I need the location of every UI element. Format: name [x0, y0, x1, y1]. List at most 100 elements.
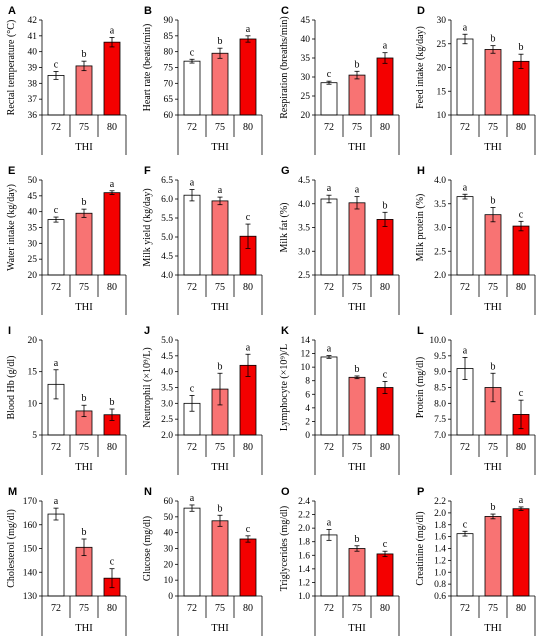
panel-j-x-tick-label: 72	[187, 442, 197, 453]
panel-p-y-tick-label: 1.4	[434, 545, 446, 555]
panel-i-sig-letter: b	[110, 397, 115, 408]
panel-n-y-axis-label: Glucose (mg/dl)	[142, 516, 153, 581]
panel-l-y-tick-label: 8.0	[434, 399, 446, 409]
panel-n-bar-75	[211, 520, 229, 597]
panel-o-y-tick-label: 1.4	[298, 565, 310, 575]
panel-l-x-tick-label: 72	[460, 442, 470, 453]
panel-a-y-tick-label: 41	[28, 32, 38, 42]
panel-f-bar-72	[183, 194, 201, 276]
panel-a-bar-75	[75, 65, 93, 116]
panel-f-sig-letter: a	[190, 178, 195, 189]
panel-e-bar-72	[47, 219, 65, 276]
panel-e-x-tick-label: 72	[51, 282, 61, 293]
panel-o-y-tick-label: 1.8	[298, 538, 310, 548]
panel-i-sig-letter: b	[82, 393, 87, 404]
panel-b-y-tick-label: 80	[164, 48, 174, 58]
panel-i-y-tick-label: 5	[32, 431, 37, 441]
panel-m-bar-72	[47, 513, 65, 597]
panel-m-y-tick-label: 140	[23, 568, 38, 578]
panel-g-bar-80	[376, 219, 394, 276]
panel-g-y-tick-label: 3.0	[298, 247, 310, 257]
panel-e-sig-letter: a	[110, 179, 115, 190]
panel-f-x-tick-label: 72	[187, 282, 197, 293]
panel-c-y-axis-label: Respiration (breaths/min)	[279, 16, 290, 118]
panel-m-x-tick-label: 80	[107, 603, 117, 614]
panel-a-chart: A 36 37 38 39 40 41 42 Rectal temperature (°C) c b…	[6, 5, 127, 155]
panel-i-y-tick-label: 20	[28, 336, 38, 346]
panel-i-x-tick-label: 75	[79, 442, 89, 453]
panel-j-y-tick-label: 3.0	[161, 399, 173, 409]
panel-c-bar-80	[376, 57, 394, 116]
panel-k-bar-80	[376, 387, 394, 436]
panel-h-x-tick-label: 80	[516, 282, 526, 293]
panel-p-bar-75	[484, 516, 502, 597]
panel-f-sig-letter: c	[246, 212, 251, 223]
panel-n-x-axis-label: THI	[211, 623, 229, 634]
panel-a-y-tick-label: 36	[28, 111, 38, 121]
panel-b-sig-letter: b	[218, 36, 223, 47]
panel-a-y-tick-label: 39	[28, 64, 38, 74]
panel-b-bar-75	[211, 52, 229, 116]
panel-a-sig-letter: b	[82, 49, 87, 60]
panel-j-y-tick-label: 5.0	[161, 336, 173, 346]
panel-a-letter: A	[8, 5, 16, 17]
panel-f-y-tick-label: 6.0	[161, 195, 173, 205]
panel-p-x-tick-label: 80	[516, 603, 526, 614]
panel-f-bar-75	[211, 200, 229, 276]
panel-e-y-axis-label: Water intake (kg/day)	[6, 184, 17, 271]
panel-k-y-tick-label: 0	[305, 431, 310, 441]
panel-d-bar-80	[512, 60, 530, 116]
panel-g-letter: G	[281, 165, 290, 177]
panel-g-sig-letter: a	[327, 183, 332, 194]
panel-b-y-tick-label: 65	[164, 95, 174, 105]
panel-b-y-axis-label: Heart rate (beats/min)	[142, 24, 153, 112]
panel-f-y-tick-label: 6.5	[161, 176, 173, 186]
panel-e-letter: E	[8, 165, 15, 177]
panel-j-y-axis-label: Neutrophil (×10⁹/L)	[142, 347, 153, 428]
panel-n-chart: N 0 10 20 30 40 50 60 Glucose (mg/dl) a b c 72 75 80 TH…	[142, 486, 263, 636]
panel-b-x-tick-label: 80	[243, 122, 253, 133]
panel-e-sig-letter: b	[82, 197, 87, 208]
panel-n-letter: N	[144, 486, 152, 498]
panel-p-y-axis-label: Creatinine (mg/dl)	[415, 511, 426, 585]
panel-h-chart: H 2.0 2.5 3.0 3.5 4.0 Milk protein (%) a b c 72 75 8…	[415, 165, 536, 315]
panel-p-y-tick-label: 1.6	[434, 533, 446, 543]
panel-e-y-tick-label: 50	[28, 176, 38, 186]
panel-h-y-tick-label: 4.0	[434, 176, 446, 186]
panel-p-y-tick-label: 0.6	[434, 592, 446, 602]
panel-o-x-tick-label: 80	[380, 603, 390, 614]
panel-l-y-tick-label: 8.5	[434, 384, 446, 394]
panel-f-y-tick-label: 4.5	[161, 252, 173, 262]
panel-d-x-tick-label: 75	[488, 122, 498, 133]
panel-i-x-tick-label: 80	[107, 442, 117, 453]
panel-p-bar-80	[512, 508, 530, 597]
panel-h-x-axis-label: THI	[484, 302, 502, 313]
panel-g-sig-letter: a	[355, 185, 360, 196]
panel-n-y-tick-label: 40	[164, 529, 174, 539]
panel-b-y-tick-label: 75	[164, 64, 174, 74]
panel-c-x-tick-label: 72	[324, 122, 334, 133]
panel-a-y-tick-label: 38	[28, 79, 38, 89]
panel-g-y-tick-label: 4.5	[298, 176, 310, 186]
panel-n-y-tick-label: 10	[164, 576, 174, 586]
panel-o-bar-72	[320, 534, 338, 597]
panel-m-sig-letter: a	[54, 496, 59, 507]
panel-e-chart: E 20 25 30 35 40 45 50 Water intake (kg/day) c b a 7…	[6, 165, 127, 315]
panel-h-y-tick-label: 3.0	[434, 224, 446, 234]
panel-g-y-tick-label: 4.0	[298, 200, 310, 210]
panel-p-y-tick-label: 1.2	[434, 556, 446, 566]
panel-b-y-tick-label: 85	[164, 32, 174, 42]
panel-g-y-tick-label: 2.5	[298, 271, 310, 281]
panel-g-x-tick-label: 75	[352, 282, 362, 293]
panel-b-sig-letter: c	[190, 47, 195, 58]
panel-e-y-tick-label: 20	[28, 271, 38, 281]
panel-f-x-axis-label: THI	[211, 302, 229, 313]
panel-d-sig-letter: a	[463, 22, 468, 33]
panel-b-chart: B 60 65 70 75 80 85 90 Heart rate (beats/min) c b a…	[142, 5, 263, 155]
panel-c-bar-72	[320, 82, 338, 116]
panel-o-sig-letter: b	[355, 534, 360, 545]
panel-k-bar-72	[320, 356, 338, 436]
panel-o-bar-75	[348, 548, 366, 597]
panel-i-y-tick-label: 15	[28, 368, 38, 378]
panel-e-sig-letter: c	[54, 205, 59, 216]
